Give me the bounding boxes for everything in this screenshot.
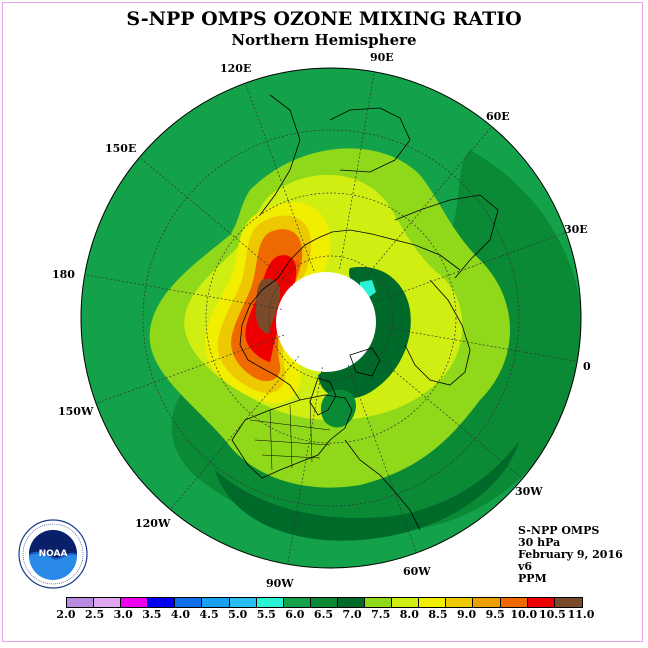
color-scale-tick-label: 2.5 bbox=[85, 608, 105, 621]
color-swatch bbox=[283, 598, 311, 607]
color-scale-tick-label: 5.5 bbox=[256, 608, 276, 621]
color-swatch bbox=[175, 598, 203, 607]
meridian-line bbox=[380, 326, 578, 362]
info-units: PPM bbox=[518, 572, 547, 585]
polar-night-mask bbox=[276, 272, 376, 372]
lon-label-150w: 150W bbox=[58, 405, 94, 418]
color-swatch bbox=[500, 598, 528, 607]
meridian-line bbox=[139, 157, 293, 287]
lon-label-120w: 120W bbox=[135, 517, 171, 530]
color-scale-tick-label: 3.5 bbox=[142, 608, 162, 621]
color-scale-tick-label: 10.5 bbox=[538, 608, 566, 621]
info-pressure: 30 hPa bbox=[518, 536, 561, 549]
info-version: v6 bbox=[518, 560, 533, 573]
meridian-line bbox=[339, 71, 375, 269]
meridian-line bbox=[95, 334, 285, 404]
meridian-line bbox=[362, 126, 492, 280]
color-scale-tick-label: 2.0 bbox=[56, 608, 76, 621]
meridian-line bbox=[245, 82, 315, 272]
graticule bbox=[84, 71, 578, 565]
color-scale-tick-label: 6.0 bbox=[285, 608, 305, 621]
color-scale-tick-label: 6.5 bbox=[313, 608, 334, 621]
color-swatch bbox=[554, 598, 582, 607]
lon-label-60e: 60E bbox=[486, 110, 510, 123]
longitude-labels: 90E 60E 30E 0 30W 60W 90W 120W 150W 180 … bbox=[52, 51, 591, 590]
color-swatch bbox=[202, 598, 230, 607]
noaa-logo: NOAA bbox=[18, 519, 88, 589]
color-swatch bbox=[310, 598, 338, 607]
color-scale-tick-label: 8.5 bbox=[428, 608, 448, 621]
lon-label-60w: 60W bbox=[403, 565, 431, 578]
meridian-line bbox=[369, 349, 523, 479]
color-scale-tick-label: 4.5 bbox=[199, 608, 219, 621]
color-scale-tick-label: 5.0 bbox=[228, 608, 248, 621]
color-swatch bbox=[94, 598, 122, 607]
color-swatch bbox=[365, 598, 393, 607]
color-scale-tick-label: 10.0 bbox=[510, 608, 538, 621]
color-scale-tick-label: 3.0 bbox=[113, 608, 133, 621]
lon-label-90w: 90W bbox=[266, 577, 294, 590]
color-swatch bbox=[121, 598, 149, 607]
meridian-line bbox=[84, 274, 282, 310]
meridian-line bbox=[377, 232, 567, 302]
color-swatch bbox=[446, 598, 474, 607]
info-instrument: S-NPP OMPS bbox=[518, 524, 600, 537]
color-swatch bbox=[67, 598, 95, 607]
color-swatch bbox=[337, 598, 366, 607]
lon-label-30w: 30W bbox=[515, 485, 543, 498]
product-info: S-NPP OMPS 30 hPa February 9, 2016 v6 PP… bbox=[518, 525, 623, 585]
lon-label-30e: 30E bbox=[564, 223, 588, 236]
lon-label-180: 180 bbox=[52, 268, 75, 281]
color-swatch bbox=[419, 598, 447, 607]
info-date: February 9, 2016 bbox=[518, 548, 623, 561]
color-swatch bbox=[256, 598, 284, 607]
meridian-line bbox=[287, 367, 323, 565]
color-scale-tick-label: 9.5 bbox=[485, 608, 505, 621]
coastlines bbox=[231, 94, 499, 531]
globe-outline bbox=[80, 67, 582, 569]
color-swatch bbox=[527, 598, 555, 607]
color-scale-tick-label: 7.0 bbox=[342, 608, 362, 621]
color-swatch bbox=[229, 598, 257, 607]
color-scale-tick-label: 7.5 bbox=[371, 608, 391, 621]
color-scale-tick-label: 11.0 bbox=[567, 608, 595, 621]
color-swatch bbox=[148, 598, 176, 607]
map-subtitle: Northern Hemisphere bbox=[231, 31, 417, 49]
color-scale-labels: 2.0 2.5 3.0 3.5 4.0 4.5 5.0 5.5 6.0 6.5 7.0 7.5 8.0 8… bbox=[0, 608, 648, 622]
lon-label-120e: 120E bbox=[220, 62, 251, 75]
color-scale-bar bbox=[66, 597, 583, 608]
color-scale-tick-label: 4.0 bbox=[170, 608, 191, 621]
color-swatch bbox=[392, 598, 420, 607]
meridian-line bbox=[170, 356, 300, 510]
ozone-field bbox=[81, 68, 581, 568]
color-scale-tick-label: 9.0 bbox=[456, 608, 477, 621]
lon-label-90e: 90E bbox=[370, 51, 394, 64]
lon-label-150e: 150E bbox=[105, 142, 136, 155]
color-swatch bbox=[473, 598, 501, 607]
color-scale-tick-label: 8.0 bbox=[399, 608, 419, 621]
noaa-logo-text: NOAA bbox=[39, 549, 68, 559]
lon-label-0: 0 bbox=[583, 360, 591, 373]
map-title: S-NPP OMPS OZONE MIXING RATIO bbox=[126, 8, 522, 30]
meridian-line bbox=[347, 364, 417, 554]
